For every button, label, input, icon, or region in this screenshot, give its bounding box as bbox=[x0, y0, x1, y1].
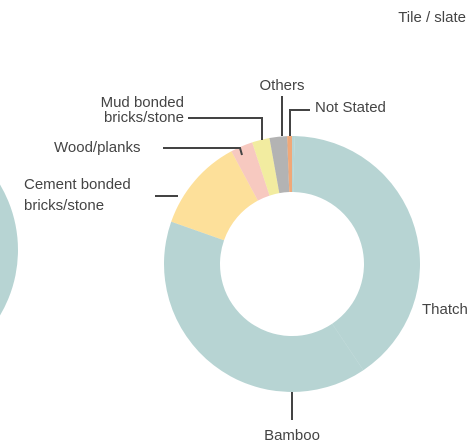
segment-label: Tile / slate bbox=[398, 9, 466, 26]
neighbor-donut bbox=[0, 184, 18, 316]
segment-label: Others bbox=[259, 77, 305, 94]
donut-segment bbox=[292, 136, 295, 193]
segment-label: Not Stated bbox=[315, 99, 386, 116]
donut-segment bbox=[252, 138, 280, 196]
donut-segment bbox=[171, 151, 258, 241]
donut-segment bbox=[164, 221, 364, 392]
segment-label: Mud bonded bricks/stone bbox=[100, 94, 184, 126]
leader-line bbox=[163, 147, 243, 156]
segment-label: Thatch bbox=[422, 301, 468, 318]
segment-label: Cement bonded bricks/stone bbox=[24, 176, 131, 214]
segment-label: Bamboo bbox=[264, 427, 320, 444]
donut-segment bbox=[269, 136, 290, 194]
segment-label: Wood/planks bbox=[54, 139, 141, 156]
donut-segment bbox=[231, 142, 270, 201]
donut-segment bbox=[287, 136, 292, 193]
leader-line bbox=[289, 109, 310, 136]
donut-segment bbox=[293, 136, 420, 371]
leader-line bbox=[188, 117, 263, 140]
